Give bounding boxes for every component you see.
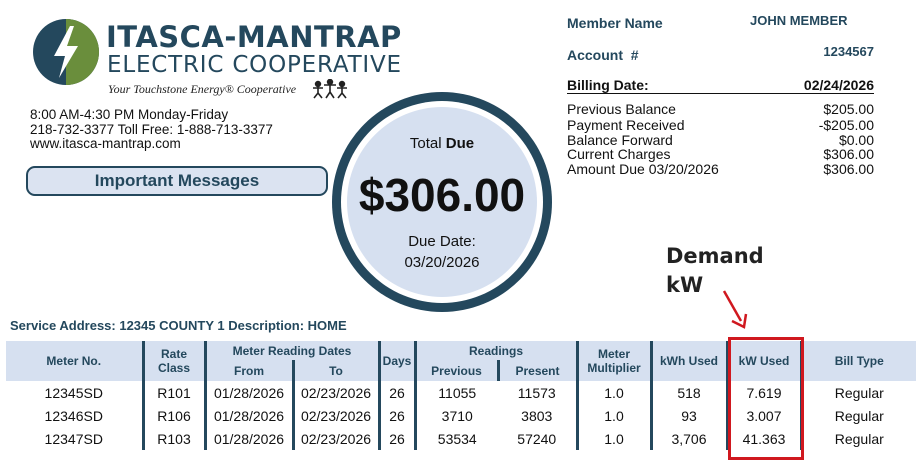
cell-previous: 53534 <box>413 427 498 450</box>
phone-numbers: 218-732-3377 Toll Free: 1-888-713-3377 <box>30 122 273 137</box>
table-row: 12345SD R101 01/28/2026 02/23/2026 26 11… <box>6 381 916 404</box>
meter-readings-table: Meter No. Rate Class Meter Reading Dates… <box>6 341 916 450</box>
cell-previous: 11055 <box>413 381 498 404</box>
website-link[interactable]: www.itasca-mantrap.com <box>30 136 181 151</box>
cell-rate-class: R106 <box>141 404 205 427</box>
cell-bill-type: Regular <box>799 381 916 404</box>
balance-value: $306.00 <box>823 146 874 162</box>
cell-present: 57240 <box>517 430 557 447</box>
total-due-circle: Total Due $306.00 Due Date: 03/20/2026 <box>332 92 552 312</box>
brand-subtitle: ELECTRIC COOPERATIVE <box>107 52 402 78</box>
cell-days: 26 <box>377 404 415 427</box>
col-kwh-used: kWh Used <box>649 341 727 381</box>
cell-multiplier: 1.0 <box>575 381 651 404</box>
balance-label: Payment Received <box>567 117 685 133</box>
balance-label: Previous Balance <box>567 101 676 117</box>
col-days: Days <box>377 341 415 381</box>
balance-label: Balance Forward <box>567 132 673 148</box>
col-reading-dates: Meter Reading Dates <box>203 341 379 360</box>
arrow-down-icon <box>722 290 748 329</box>
brand-name: ITASCA-MANTRAP <box>106 20 402 54</box>
balance-row: Balance Forward $0.00 <box>567 133 874 148</box>
office-hours: 8:00 AM-4:30 PM Monday-Friday <box>30 107 229 122</box>
total-due-label: Total Due <box>409 135 475 152</box>
col-meter-no: Meter No. <box>6 341 143 381</box>
table-row: 12346SD R106 01/28/2026 02/23/2026 26 37… <box>6 404 916 427</box>
col-previous: Previous <box>413 360 498 381</box>
balance-row: Current Charges $306.00 <box>567 147 874 162</box>
table-row: 12347SD R103 01/28/2026 02/23/2026 26 53… <box>6 427 916 450</box>
due-date-label: Due Date: <box>408 233 476 250</box>
col-present: Present <box>496 360 577 381</box>
demand-kw-annotation: Demand kW <box>666 242 764 300</box>
service-address: Service Address: 12345 COUNTY 1 Descript… <box>10 318 347 333</box>
cell-multiplier: 1.0 <box>575 427 651 450</box>
balance-value: -$205.00 <box>818 117 874 133</box>
billing-date-label: Billing Date: <box>567 77 649 93</box>
due-date-value: 03/20/2026 <box>404 254 480 271</box>
cell-multiplier: 1.0 <box>575 404 651 427</box>
cell-present: 11573 <box>517 384 556 401</box>
col-readings: Readings <box>413 341 577 360</box>
col-to: To <box>291 360 379 381</box>
cell-from: 01/28/2026 <box>203 381 293 404</box>
balance-row: Amount Due 03/20/2026 $306.00 <box>567 162 874 177</box>
cell-rate-class: R103 <box>141 427 205 450</box>
cell-meter-no: 12345SD <box>44 384 103 401</box>
cell-kw-used: 7.619 <box>725 381 801 404</box>
billing-divider <box>567 93 874 94</box>
balance-row: Payment Received -$205.00 <box>567 118 874 133</box>
cell-days: 26 <box>377 427 415 450</box>
cell-present: 3803 <box>521 407 553 424</box>
col-rate-class: Rate Class <box>141 341 205 381</box>
cell-to: 02/23/2026 <box>291 427 379 450</box>
cell-rate-class: R101 <box>141 381 205 404</box>
total-due-amount: $306.00 <box>358 169 526 221</box>
cell-from: 01/28/2026 <box>203 404 293 427</box>
billing-date-value: 02/24/2026 <box>803 77 874 93</box>
important-messages-button[interactable]: Important Messages <box>26 166 328 196</box>
account-number-value: 1234567 <box>823 44 874 59</box>
cell-kwh-used: 93 <box>649 404 727 427</box>
cell-meter-no: 12347SD <box>44 430 103 447</box>
balance-value: $205.00 <box>823 101 874 117</box>
cell-kw-used: 41.363 <box>725 427 801 450</box>
lightning-bolt-icon <box>33 19 99 85</box>
cell-from: 01/28/2026 <box>203 427 293 450</box>
cell-to: 02/23/2026 <box>291 404 379 427</box>
cell-to: 02/23/2026 <box>291 381 379 404</box>
touchstone-people-icon <box>313 79 347 99</box>
col-from: From <box>203 360 293 381</box>
cell-bill-type: Regular <box>799 427 916 450</box>
col-bill-type: Bill Type <box>799 341 916 381</box>
cell-days: 26 <box>377 381 415 404</box>
brand-tagline: Your Touchstone Energy® Cooperative <box>108 82 297 96</box>
balance-label: Amount Due 03/20/2026 <box>567 161 719 177</box>
account-number-label: Account # <box>567 47 639 63</box>
balance-label: Current Charges <box>567 146 671 162</box>
member-name-label: Member Name <box>567 15 663 31</box>
balance-row: Previous Balance $205.00 <box>567 102 874 117</box>
balance-value: $0.00 <box>838 132 874 148</box>
cell-kwh-used: 3,706 <box>649 427 727 450</box>
member-name-value: JOHN MEMBER <box>750 13 848 28</box>
cell-meter-no: 12346SD <box>44 407 103 424</box>
annotation-line-2: kW <box>666 273 704 297</box>
balance-value: $306.00 <box>823 161 874 177</box>
annotation-line-1: Demand <box>666 244 764 268</box>
cell-kwh-used: 518 <box>649 381 727 404</box>
cell-previous: 3710 <box>413 404 498 427</box>
col-multiplier: Meter Multiplier <box>575 341 651 381</box>
cell-bill-type: Regular <box>799 404 916 427</box>
kw-used-highlight-box <box>728 337 804 460</box>
billing-date-row: Billing Date: 02/24/2026 <box>567 78 874 93</box>
